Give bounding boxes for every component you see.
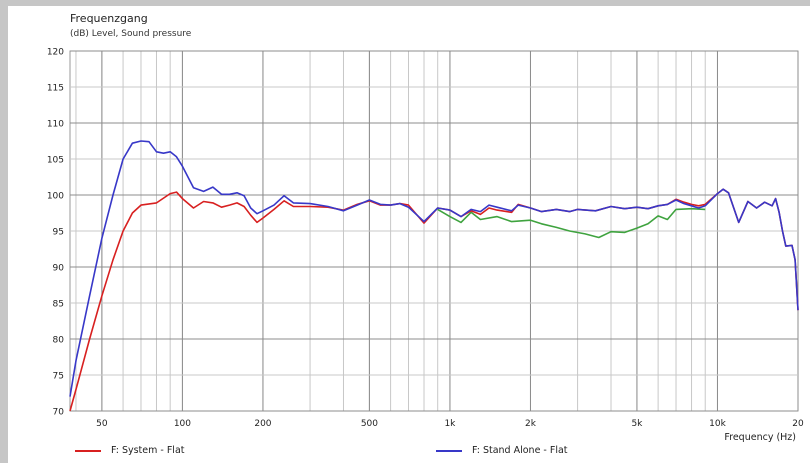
y-tick-label: 90	[53, 264, 65, 274]
x-tick-label: 200	[254, 419, 271, 429]
y-tick-label: 115	[47, 84, 64, 94]
y-tick-label: 100	[47, 192, 64, 202]
legend-swatch-standalone	[436, 449, 462, 452]
y-tick-label: 105	[47, 156, 64, 166]
x-tick-label: 2k	[525, 419, 537, 429]
y-tick-label: 70	[53, 408, 65, 418]
x-tick-label: 10k	[709, 419, 726, 429]
y-tick-label: 110	[47, 120, 64, 130]
x-tick-label: 20	[792, 419, 804, 429]
y-tick-label: 120	[47, 48, 64, 58]
x-axis-label: Frequency (Hz)	[724, 432, 796, 443]
x-tick-label: 5k	[631, 419, 643, 429]
x-tick-label: 100	[174, 419, 191, 429]
legend-item-standalone: F: Stand Alone - Flat	[436, 445, 568, 456]
legend-label-system: F: System - Flat	[111, 445, 185, 456]
legend-item-system: F: System - Flat	[75, 445, 185, 456]
x-tick-label: 1k	[444, 419, 456, 429]
y-tick-label: 95	[53, 228, 64, 238]
series-line-0	[437, 207, 706, 239]
y-tick-label: 85	[53, 300, 64, 310]
x-tick-label: 500	[361, 419, 378, 429]
x-tick-label: 50	[96, 419, 108, 429]
chart-title: Frequenzgang	[70, 12, 148, 25]
y-tick-label: 75	[53, 372, 64, 382]
legend-label-standalone: F: Stand Alone - Flat	[472, 445, 568, 456]
legend-swatch-system	[75, 449, 101, 452]
series-line-2	[69, 140, 799, 397]
y-tick-label: 80	[53, 336, 65, 346]
y-axis-label: (dB) Level, Sound pressure	[70, 29, 192, 39]
